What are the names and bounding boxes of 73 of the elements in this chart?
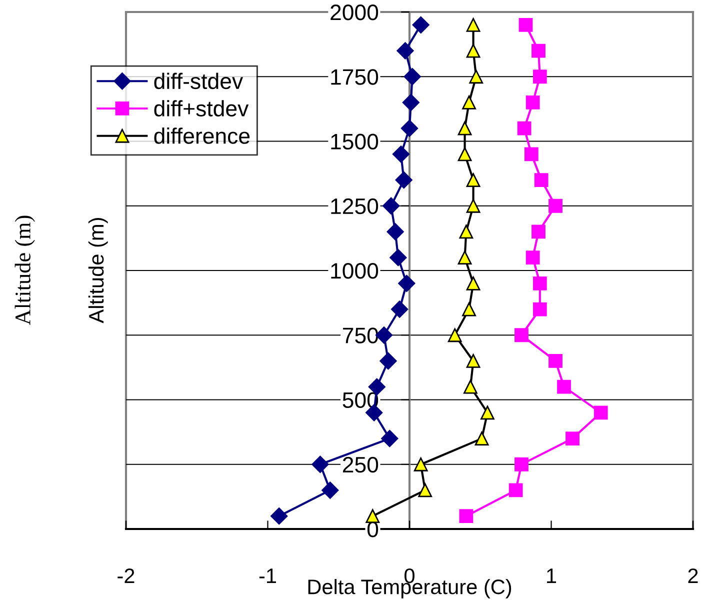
point [270,508,288,525]
point [402,94,420,112]
point [322,482,339,499]
point [532,70,547,84]
legend-label: diff-stdev [154,72,244,90]
point [594,406,608,420]
point [458,147,472,162]
point [392,146,410,163]
y-tick-label: 1250 [331,198,378,214]
point [396,42,414,60]
point [517,121,532,136]
point [398,274,416,292]
point [412,16,430,34]
point [466,18,480,32]
point [382,197,400,214]
y-tick-label: 2000 [330,4,378,20]
legend-label: difference [154,128,250,144]
point [391,300,408,318]
point [418,483,432,498]
point [466,276,480,290]
point [466,354,480,368]
y-tick-label: 250 [342,456,378,473]
point [534,173,548,187]
point [459,509,474,524]
y-tick-label: 1500 [331,134,378,150]
point [532,44,546,58]
point [466,198,480,213]
point [557,380,571,394]
point [380,352,397,370]
x-tick-label: -2 [118,568,134,583]
point [414,457,428,472]
y-tick-label: 750 [343,328,378,344]
point [524,147,538,162]
point [312,456,329,473]
point [469,70,484,84]
point [464,380,478,394]
point [548,354,562,368]
point [566,432,580,446]
point [548,198,562,213]
point [532,302,547,316]
x-tick-label: 1 [547,568,556,583]
point [386,223,404,240]
point [466,44,480,58]
x-tick-label: -1 [259,568,276,583]
point [462,302,476,316]
y-tick-label: 1000 [331,263,378,279]
legend-label: diff+stdev [154,100,249,116]
point [508,483,523,498]
text: Altitude (m) [14,216,35,326]
point [480,406,494,420]
point [462,96,476,110]
point [474,432,489,446]
point [458,250,472,265]
y-tick-label: 1750 [331,69,378,85]
point [514,328,528,342]
point [514,457,528,472]
point [532,224,546,239]
point [518,18,533,32]
point [448,328,462,342]
y-axis-title: Altitude (m) [88,218,108,324]
point [532,276,547,290]
point [459,224,474,239]
point [404,68,421,86]
point [400,120,418,137]
point [458,121,472,136]
point [390,249,407,266]
point [526,250,540,265]
point [381,430,398,448]
point [366,509,380,524]
x-tick-label: 2 [688,568,698,583]
point [526,96,540,110]
point [466,173,480,187]
point [395,171,412,189]
